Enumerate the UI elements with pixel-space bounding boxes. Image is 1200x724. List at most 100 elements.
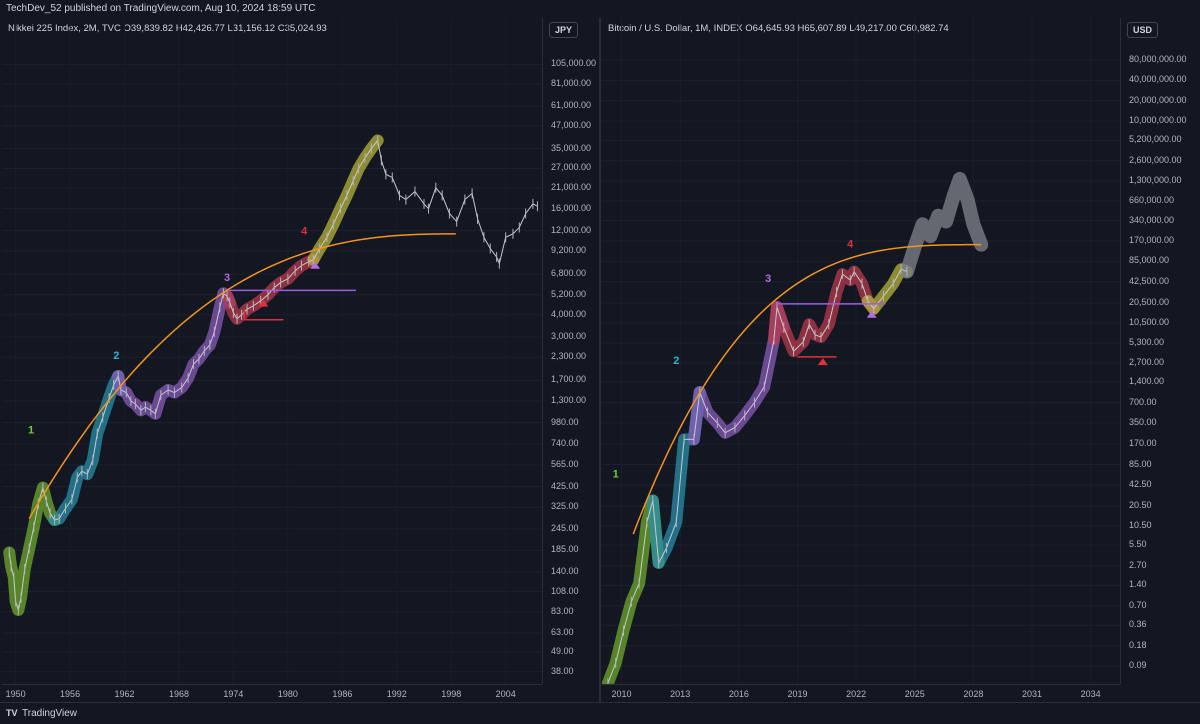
up-triangle-red-icon (258, 299, 269, 307)
y-tick-label: 61,000.00 (551, 99, 592, 110)
nikkei-price-axis[interactable]: JPY 105,000.00 81,000.00 61,000.00 47,000.0… (542, 18, 599, 684)
y-tick-label: 35,000.00 (551, 142, 592, 153)
y-tick-label: 1.40 (1129, 579, 1147, 590)
projection-band (899, 171, 989, 279)
bitcoin-legend: Bitcoin / U.S. Dollar, 1M, INDEX O64,645… (608, 23, 949, 34)
publish-bar: TechDev_52 published on TradingView.com,… (0, 0, 1200, 18)
y-tick-label: 20,000,000.00 (1129, 94, 1187, 105)
y-tick-label: 980.00 (551, 416, 579, 427)
y-tick-label: 5,200,000.00 (1129, 134, 1182, 145)
x-tick-label: 1950 (5, 689, 26, 699)
wave-label-2: 2 (113, 350, 119, 362)
y-tick-label: 565.00 (551, 458, 579, 469)
nikkei-ohlc: O39,839.82 H42,426.77 L31,156.12 C35,024… (123, 23, 327, 34)
growth-curve (632, 243, 982, 535)
y-tick-label: 1,300.00 (551, 394, 587, 405)
y-tick-label: 105,000.00 (551, 58, 597, 69)
y-tick-label: 47,000.00 (551, 119, 592, 130)
y-tick-label: 185.00 (551, 544, 579, 555)
bitcoin-symbol: Bitcoin / U.S. Dollar, 1M, INDEX (608, 23, 743, 34)
wave-label-4: 4 (301, 226, 308, 238)
x-tick-label: 2010 (611, 689, 632, 699)
x-tick-label: 2028 (963, 689, 984, 699)
y-tick-label: 9,200.00 (551, 244, 587, 255)
y-tick-label: 12,000.00 (551, 224, 592, 235)
highlight-band-4 (221, 253, 320, 325)
up-triangle-purple-icon (310, 261, 321, 269)
y-tick-label: 425.00 (551, 480, 579, 491)
x-tick-label: 1980 (277, 689, 298, 699)
x-tick-label: 1968 (168, 689, 189, 699)
wave-label-2: 2 (673, 355, 679, 367)
y-tick-label: 340,000.00 (1129, 214, 1175, 225)
bitcoin-plot[interactable]: 1 2 3 4 (602, 18, 1120, 684)
y-tick-label: 0.09 (1129, 660, 1147, 671)
nikkei-time-axis[interactable]: 1950 1956 1962 1968 1974 1980 1986 1992 1998 2004 (2, 684, 542, 703)
y-tick-label: 80,000,000.00 (1129, 53, 1187, 64)
nikkei-plot[interactable]: 1 2 3 4 (2, 18, 542, 684)
y-tick-label: 10.50 (1129, 520, 1152, 531)
bitcoin-price-axis[interactable]: USD 80,000,000.00 40,000,000.00 20,000,000… (1120, 18, 1199, 684)
price-line (8, 139, 538, 612)
pane-separator[interactable] (599, 18, 601, 702)
x-tick-label: 2013 (670, 689, 691, 699)
bitcoin-chart-pane[interactable]: Bitcoin / U.S. Dollar, 1M, INDEX O64,645… (602, 18, 1120, 684)
wave-label-4: 4 (847, 239, 854, 251)
y-tick-label: 49.00 (551, 646, 574, 657)
x-tick-label: 2031 (1022, 689, 1043, 699)
y-tick-label: 3,000.00 (551, 330, 587, 341)
y-tick-label: 40,000,000.00 (1129, 74, 1187, 85)
x-tick-label: 1974 (223, 689, 244, 699)
y-tick-label: 0.18 (1129, 639, 1147, 650)
x-tick-label: 2025 (904, 689, 925, 699)
wave-label-3: 3 (224, 272, 230, 284)
x-tick-label: 2034 (1080, 689, 1101, 699)
growth-curve (28, 233, 456, 520)
y-tick-label: 2.70 (1129, 560, 1147, 571)
bitcoin-ohlc: O64,645.93 H65,607.89 L49,217.00 C60,982… (745, 23, 949, 34)
x-tick-label: 2019 (787, 689, 808, 699)
y-tick-label: 10,000,000.00 (1129, 115, 1187, 126)
y-tick-label: 4,000.00 (551, 308, 587, 319)
y-tick-label: 83.00 (551, 605, 574, 616)
x-tick-label: 2016 (728, 689, 749, 699)
y-tick-label: 700.00 (1129, 396, 1157, 407)
y-tick-label: 170.00 (1129, 438, 1157, 449)
nikkei-chart-pane[interactable]: Nikkei 225 Index, 2M, TVC O39,839.82 H42… (2, 18, 542, 684)
x-tick-label: 1986 (332, 689, 353, 699)
y-tick-label: 85.00 (1129, 458, 1152, 469)
y-tick-label: 0.36 (1129, 619, 1147, 630)
x-tick-label: 1956 (60, 689, 81, 699)
bitcoin-time-axis[interactable]: 2010 2013 2016 2019 2022 2025 2028 2031 2034 (602, 684, 1120, 703)
footer-brand: TradingView (22, 708, 78, 719)
footer: TV TradingView (0, 702, 1200, 724)
currency-badge-usd[interactable]: USD (1127, 22, 1159, 38)
y-tick-label: 16,000.00 (551, 202, 592, 213)
wave-label-3: 3 (765, 273, 771, 285)
y-tick-label: 2,300.00 (551, 351, 587, 362)
y-tick-label: 38.00 (551, 665, 574, 676)
up-triangle-purple-icon (866, 310, 877, 318)
x-tick-label: 2022 (846, 689, 867, 699)
y-tick-label: 0.70 (1129, 599, 1147, 610)
y-tick-label: 140.00 (551, 565, 579, 576)
x-tick-label: 2004 (495, 689, 516, 699)
x-tick-label: 1998 (441, 689, 462, 699)
price-line (607, 268, 908, 684)
y-tick-label: 20,500.00 (1129, 297, 1170, 308)
y-tick-label: 2,700.00 (1129, 356, 1165, 367)
y-tick-label: 42,500.00 (1129, 275, 1170, 286)
y-tick-label: 85,000.00 (1129, 255, 1170, 266)
wave-label-1: 1 (28, 425, 34, 437)
currency-badge-jpy[interactable]: JPY (549, 22, 579, 38)
y-tick-label: 108.00 (551, 585, 579, 596)
x-tick-label: 1992 (386, 689, 407, 699)
up-triangle-red-icon (817, 358, 828, 366)
y-tick-label: 2,600,000.00 (1129, 154, 1182, 165)
y-tick-label: 27,000.00 (551, 162, 592, 173)
y-tick-label: 10,500.00 (1129, 316, 1170, 327)
y-tick-label: 5,300.00 (1129, 336, 1165, 347)
y-tick-label: 1,700.00 (551, 374, 587, 385)
y-tick-label: 63.00 (551, 626, 574, 637)
x-tick-label: 1962 (114, 689, 135, 699)
